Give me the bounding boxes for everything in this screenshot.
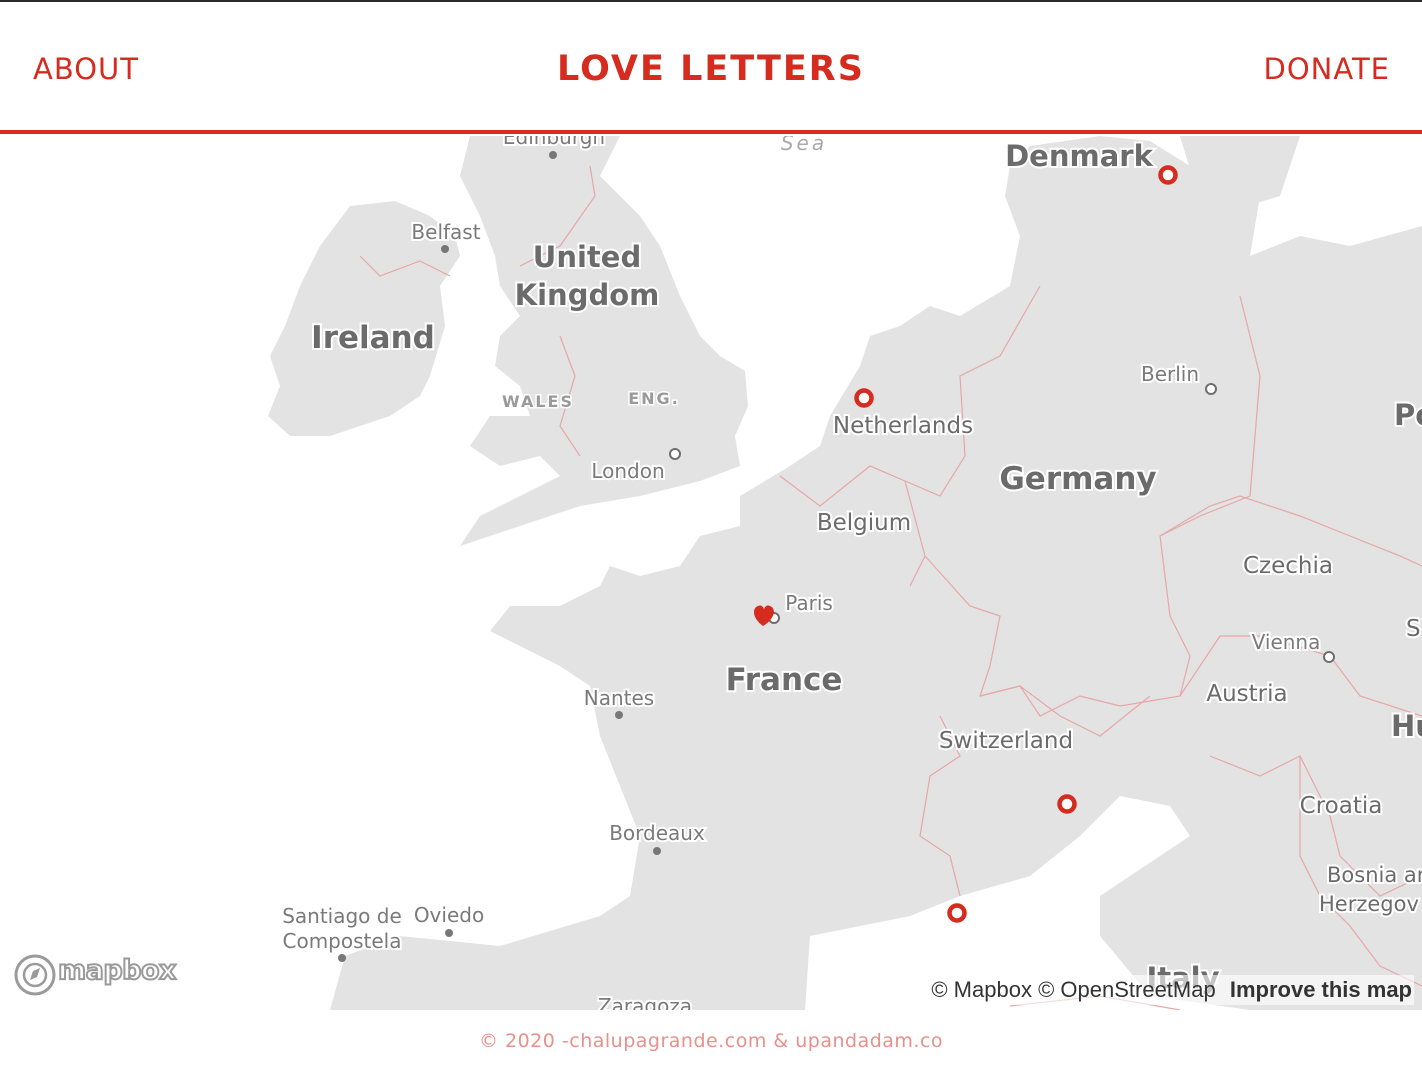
osm-attribution-link[interactable]: © OpenStreetMap bbox=[1038, 977, 1216, 1002]
city-dot-santiago bbox=[338, 954, 346, 962]
label-hungary-partial: Hu bbox=[1391, 709, 1422, 743]
label-paris: Paris bbox=[785, 591, 833, 615]
label-netherlands: Netherlands bbox=[833, 413, 973, 439]
label-oviedo: Oviedo bbox=[414, 903, 484, 927]
letter-marker-northern-italy[interactable] bbox=[1057, 794, 1077, 814]
label-austria: Austria bbox=[1206, 681, 1287, 707]
land-continent bbox=[330, 136, 1422, 1010]
label-belfast: Belfast bbox=[411, 220, 480, 244]
letter-marker-southern-france[interactable] bbox=[947, 903, 967, 923]
mapbox-compass-icon bbox=[14, 954, 56, 996]
label-slovakia-partial: S bbox=[1406, 616, 1421, 642]
map-attribution: © Mapbox © OpenStreetMap Improve this ma… bbox=[929, 975, 1414, 1005]
mapbox-attribution-link[interactable]: © Mapbox bbox=[931, 977, 1032, 1002]
label-czechia: Czechia bbox=[1243, 553, 1333, 579]
label-vienna: Vienna bbox=[1252, 630, 1321, 654]
city-dot-bordeaux bbox=[653, 847, 661, 855]
city-dot-berlin bbox=[1205, 383, 1217, 395]
label-uk-line2: Kingdom bbox=[515, 278, 660, 312]
label-denmark: Denmark bbox=[1005, 139, 1153, 173]
label-uk-line1: United bbox=[533, 240, 641, 274]
label-bordeaux: Bordeaux bbox=[609, 821, 705, 845]
label-london: London bbox=[591, 459, 664, 483]
land-sweden bbox=[1180, 136, 1300, 211]
land-zealand bbox=[1130, 206, 1190, 251]
label-ireland: Ireland bbox=[311, 320, 435, 356]
land-great-britain bbox=[460, 136, 748, 546]
label-berlin: Berlin bbox=[1141, 362, 1199, 386]
label-nantes: Nantes bbox=[584, 686, 654, 710]
letter-marker-netherlands[interactable] bbox=[854, 388, 874, 408]
country-borders bbox=[359, 165, 1422, 1010]
footer-copyright: © 2020 -chalupagrande.com & upandadam.co bbox=[478, 1030, 944, 1052]
mapbox-logo[interactable]: mapbox bbox=[13, 953, 193, 997]
land-ireland bbox=[268, 201, 460, 436]
label-sea: Sea bbox=[781, 136, 827, 155]
city-dot-oviedo bbox=[445, 929, 453, 937]
city-dot-edinburgh bbox=[549, 151, 557, 159]
city-dot-vienna bbox=[1323, 651, 1335, 663]
label-germany: Germany bbox=[999, 461, 1156, 497]
letter-marker-denmark[interactable] bbox=[1158, 165, 1178, 185]
label-bosnia-line2: Herzegov bbox=[1319, 892, 1419, 916]
label-france: France bbox=[726, 662, 843, 698]
map-svg: Ireland United Kingdom Denmark Netherlan… bbox=[268, 136, 1422, 1010]
city-dot-london bbox=[669, 448, 681, 460]
window-top-edge bbox=[0, 0, 1422, 2]
label-croatia: Croatia bbox=[1300, 793, 1383, 819]
label-switzerland: Switzerland bbox=[939, 728, 1073, 754]
improve-map-link[interactable]: Improve this map bbox=[1229, 977, 1412, 1002]
city-dot-belfast bbox=[441, 245, 449, 253]
label-santiago-line1: Santiago de bbox=[282, 904, 402, 928]
label-poland-partial: Po bbox=[1394, 398, 1422, 432]
map-canvas[interactable]: Ireland United Kingdom Denmark Netherlan… bbox=[0, 136, 1422, 1010]
label-england: ENG. bbox=[628, 389, 680, 408]
mapbox-wordmark: mapbox bbox=[57, 954, 177, 987]
label-wales: WALES bbox=[502, 392, 574, 411]
label-edinburgh: Edinburgh bbox=[503, 136, 605, 149]
label-zaragoza: Zaragoza bbox=[598, 994, 692, 1010]
site-footer: © 2020 -chalupagrande.com & upandadam.co bbox=[0, 1010, 1422, 1070]
donate-link[interactable]: DONATE bbox=[1263, 52, 1390, 86]
label-santiago-line2: Compostela bbox=[283, 929, 402, 953]
site-title: LOVE LETTERS bbox=[557, 49, 865, 89]
heart-marker-paris[interactable] bbox=[753, 605, 774, 626]
city-dot-nantes bbox=[615, 711, 623, 719]
site-header: ABOUT LOVE LETTERS DONATE bbox=[0, 2, 1422, 134]
about-link[interactable]: ABOUT bbox=[33, 52, 139, 86]
land-corsica bbox=[1165, 866, 1185, 906]
label-bosnia-line1: Bosnia ar bbox=[1327, 863, 1422, 887]
label-belgium: Belgium bbox=[817, 510, 911, 536]
